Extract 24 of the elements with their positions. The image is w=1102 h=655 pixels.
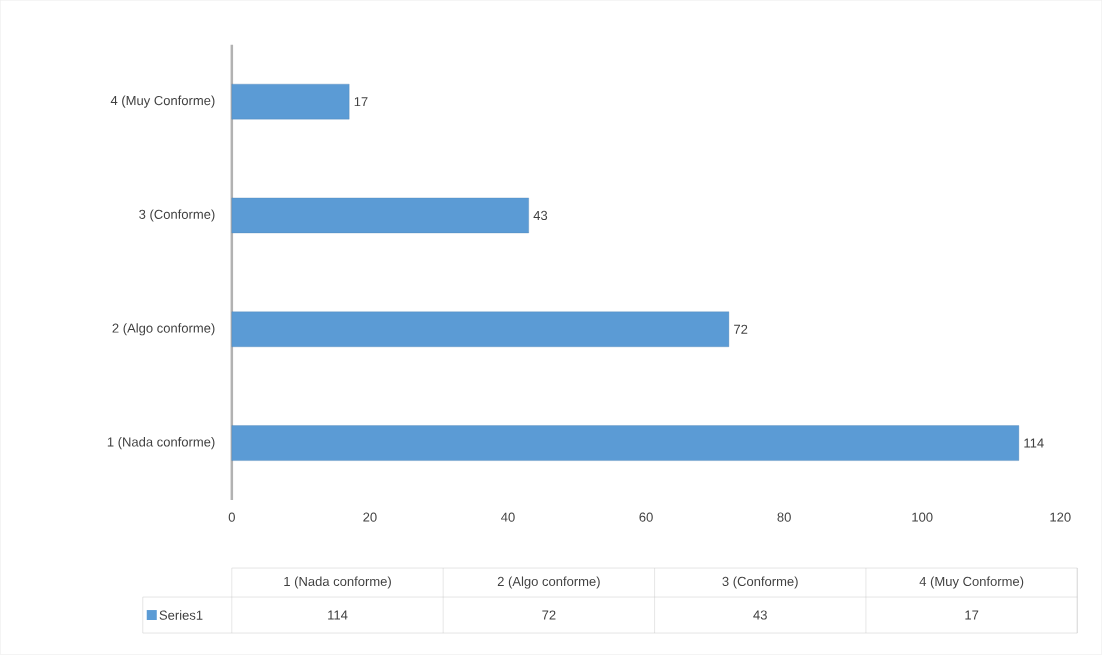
y-tick-label: 3 (Conforme)	[139, 209, 215, 222]
category-label: 1 (Nada conforme)	[284, 576, 391, 589]
x-tick-label: 80	[777, 512, 791, 522]
text: 43	[753, 610, 767, 620]
x-tick-label: 0	[228, 512, 235, 522]
category-label: 4 (Muy Conforme)	[919, 576, 1024, 589]
category-label: 3 (Conforme)	[722, 576, 798, 589]
y-tick-label: 1 (Nada conforme)	[107, 437, 215, 450]
data-label: 72	[734, 324, 748, 334]
x-tick-label: 120	[1050, 512, 1071, 522]
x-tick-label: 20	[363, 512, 377, 522]
text: 17	[965, 610, 979, 620]
y-tick-label: 4 (Muy Conforme)	[110, 95, 215, 108]
x-tick-label: 100	[912, 512, 933, 522]
text: 72	[542, 610, 556, 620]
data-label: 43	[533, 210, 548, 221]
category-label: 2 (Algo conforme)	[497, 576, 600, 589]
y-tick-label: 2 (Algo conforme)	[112, 323, 215, 336]
x-tick-label: 60	[639, 512, 653, 522]
text: 114	[328, 610, 348, 620]
legend-label: Series1	[159, 610, 203, 620]
data-label: 17	[354, 97, 368, 107]
x-tick-label: 40	[501, 512, 515, 522]
data-label: 114	[1024, 438, 1044, 448]
